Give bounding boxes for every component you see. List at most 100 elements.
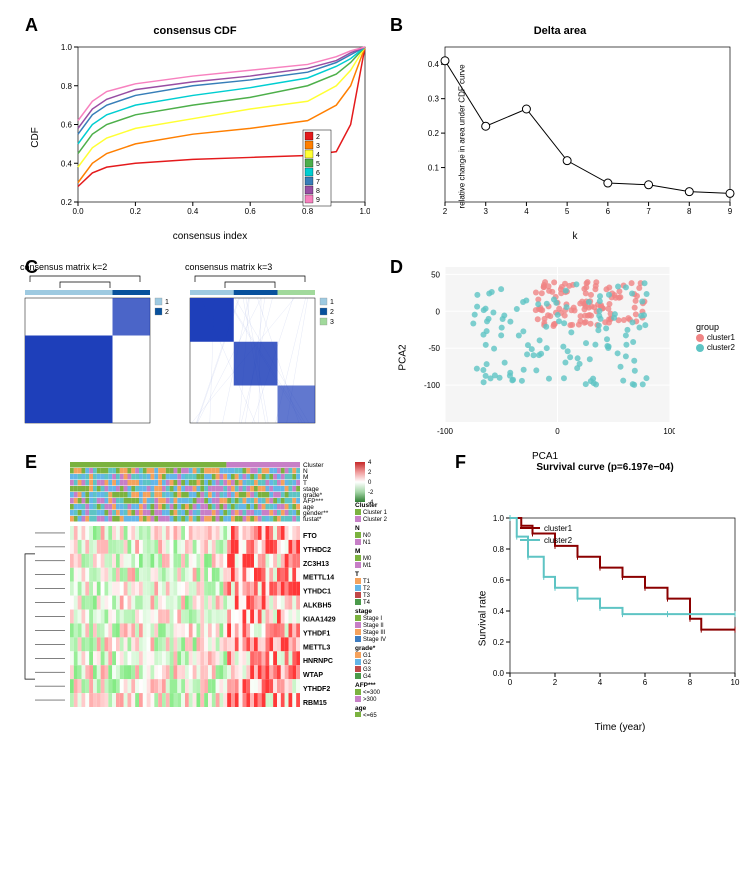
svg-text:Stage I: Stage I: [363, 616, 382, 622]
svg-text:1.0: 1.0: [61, 43, 73, 52]
svg-text:8: 8: [316, 188, 320, 195]
svg-text:8: 8: [687, 207, 692, 216]
svg-text:N0: N0: [363, 533, 371, 539]
svg-text:METTL3: METTL3: [303, 644, 330, 651]
matrix-title: consensus matrix k=3: [185, 262, 340, 272]
svg-text:0.1: 0.1: [428, 164, 440, 173]
svg-text:0: 0: [368, 480, 372, 486]
svg-text:0.8: 0.8: [302, 207, 314, 216]
svg-text:WTAP: WTAP: [303, 672, 323, 679]
svg-text:Cluster: Cluster: [355, 502, 378, 509]
svg-text:-100: -100: [424, 381, 441, 390]
svg-text:<=65: <=65: [363, 713, 377, 717]
svg-text:1: 1: [165, 299, 169, 306]
svg-text:METTL14: METTL14: [303, 575, 334, 582]
svg-text:T3: T3: [363, 593, 371, 599]
svg-text:4: 4: [524, 207, 529, 216]
svg-text:3: 3: [483, 207, 488, 216]
svg-text:cluster2: cluster2: [544, 536, 573, 545]
svg-text:100: 100: [663, 427, 675, 436]
svg-text:0: 0: [555, 427, 560, 436]
svg-text:cluster1: cluster1: [544, 524, 573, 533]
svg-text:Cluster 1: Cluster 1: [363, 510, 388, 516]
panel-f: F Survival curve (p=6.197e−04) 02468100.…: [450, 457, 750, 717]
consensus-matrix-1: consensus matrix k=2 1 2: [20, 262, 175, 434]
svg-text:RBM15: RBM15: [303, 700, 327, 707]
svg-text:0.6: 0.6: [493, 576, 505, 585]
svg-text:2: 2: [316, 134, 320, 141]
svg-text:M: M: [355, 548, 360, 555]
svg-text:2: 2: [165, 309, 169, 316]
panel-d-ylabel: PCA2: [398, 344, 409, 370]
svg-text:G1: G1: [363, 653, 372, 659]
svg-text:0.6: 0.6: [245, 207, 257, 216]
survival-chart: 02468100.00.20.40.60.81.0cluster1cluster…: [480, 513, 750, 713]
svg-text:0: 0: [436, 307, 441, 316]
svg-text:-50: -50: [428, 344, 440, 353]
panel-b-xlabel: k: [573, 231, 578, 242]
svg-text:0.0: 0.0: [493, 669, 505, 678]
svg-text:5: 5: [316, 161, 320, 168]
panel-f-title: Survival curve (p=6.197e−04): [450, 462, 750, 473]
panel-a-title: consensus CDF: [20, 25, 370, 37]
svg-text:YTHDC2: YTHDC2: [303, 547, 331, 554]
svg-text:T4: T4: [363, 600, 371, 606]
svg-text:ALKBH5: ALKBH5: [303, 603, 331, 610]
svg-text:0.8: 0.8: [61, 82, 73, 91]
pca-legend-title: group: [696, 322, 735, 332]
svg-text:HNRNPC: HNRNPC: [303, 658, 333, 665]
svg-text:9: 9: [728, 207, 733, 216]
svg-text:10: 10: [731, 678, 740, 687]
svg-text:4: 4: [316, 152, 320, 159]
svg-text:age: age: [355, 705, 367, 712]
pca-chart: -1000100-100-50050 PCA2 PCA1 group clust…: [415, 262, 675, 442]
panel-d-label: D: [390, 257, 403, 278]
svg-text:G3: G3: [363, 667, 372, 673]
panel-a-xlabel: consensus index: [173, 231, 248, 242]
svg-text:0.2: 0.2: [130, 207, 142, 216]
panel-a: A consensus CDF 0.00.20.40.60.81.00.20.4…: [20, 20, 370, 247]
legend-item-cluster2: cluster2: [696, 343, 735, 352]
svg-text:Cluster 2: Cluster 2: [363, 517, 388, 523]
svg-text:0.3: 0.3: [428, 95, 440, 104]
svg-text:YTHDF1: YTHDF1: [303, 630, 330, 637]
svg-text:fustat*: fustat*: [303, 516, 322, 523]
svg-text:Stage III: Stage III: [363, 630, 386, 636]
panel-a-label: A: [25, 15, 38, 36]
consensus-matrix-2: consensus matrix k=3123: [185, 262, 340, 434]
svg-text:YTHDF2: YTHDF2: [303, 686, 330, 693]
svg-text:1.0: 1.0: [359, 207, 370, 216]
svg-text:0: 0: [508, 678, 513, 687]
svg-text:T1: T1: [363, 579, 371, 585]
panel-f-ylabel: Survival rate: [477, 591, 488, 647]
panel-b: B Delta area 234567890.10.20.30.4 relati…: [385, 20, 735, 247]
svg-text:-2: -2: [368, 490, 374, 496]
svg-text:Stage II: Stage II: [363, 623, 384, 629]
svg-text:M1: M1: [363, 563, 372, 569]
svg-text:4: 4: [368, 460, 372, 466]
svg-text:6: 6: [606, 207, 611, 216]
matrix-title: consensus matrix k=2: [20, 262, 175, 272]
panel-b-title: Delta area: [385, 25, 735, 37]
heatmap: ClusterNMTstagegrade*AFP***agegender**fu…: [20, 457, 370, 717]
svg-text:7: 7: [646, 207, 651, 216]
panel-c-label: C: [25, 257, 38, 278]
panel-c: C consensus matrix k=212consensus matrix…: [20, 262, 370, 442]
pca-legend: group cluster1cluster2: [696, 322, 735, 353]
svg-text:2: 2: [443, 207, 448, 216]
panel-a-ylabel: CDF: [30, 127, 41, 148]
svg-text:G2: G2: [363, 660, 372, 666]
panel-f-label: F: [455, 452, 466, 473]
svg-text:50: 50: [431, 270, 440, 279]
svg-text:G4: G4: [363, 674, 372, 680]
svg-text:N1: N1: [363, 540, 371, 546]
svg-text:ZC3H13: ZC3H13: [303, 561, 329, 568]
svg-text:2: 2: [368, 470, 372, 476]
svg-text:7: 7: [316, 179, 320, 186]
svg-text:0.2: 0.2: [428, 129, 440, 138]
svg-text:T2: T2: [363, 586, 371, 592]
svg-text:6: 6: [316, 170, 320, 177]
svg-text:N: N: [355, 525, 360, 532]
svg-text:grade*: grade*: [355, 645, 376, 652]
svg-text:6: 6: [643, 678, 648, 687]
